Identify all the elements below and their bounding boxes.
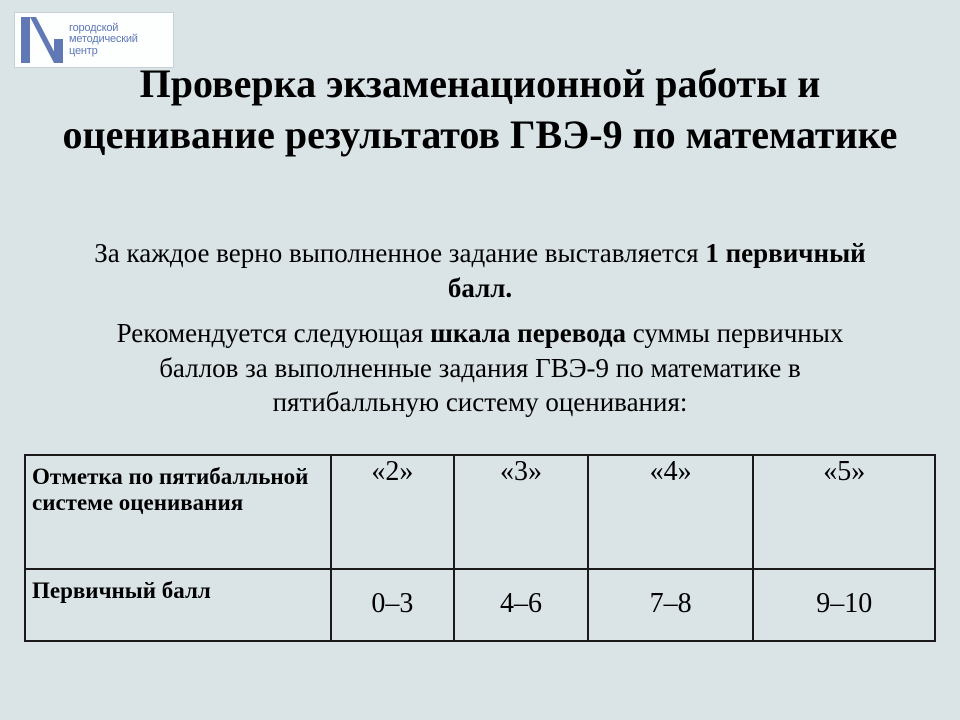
mark-cell-5: «5» xyxy=(753,455,935,569)
row-header-marks-line2: системе оценивания xyxy=(32,490,243,515)
row-header-marks: Отметка по пятибалльной системе оцениван… xyxy=(25,455,331,569)
table-row: Первичный балл 0–3 4–6 7–8 9–10 xyxy=(25,569,935,641)
paragraph-2: Рекомендуется следующая шкала перевода с… xyxy=(0,316,960,420)
score-cell-7-8: 7–8 xyxy=(588,569,754,641)
paragraph-1-prefix: За каждое верно выполненное задание выст… xyxy=(94,238,705,268)
paragraph-1: За каждое верно выполненное задание выст… xyxy=(0,236,960,305)
score-cell-4-6: 4–6 xyxy=(454,569,588,641)
paragraph-2-prefix: Рекомендуется следующая xyxy=(117,318,430,348)
row-header-scores: Первичный балл xyxy=(25,569,331,641)
mark-cell-2: «2» xyxy=(331,455,455,569)
mark-cell-3: «3» xyxy=(454,455,588,569)
logo-text: городской методический центр xyxy=(69,23,138,58)
mark-cell-4: «4» xyxy=(588,455,754,569)
logo-line-3: центр xyxy=(69,46,138,58)
paragraph-2-bold: шкала перевода xyxy=(430,318,626,348)
score-cell-9-10: 9–10 xyxy=(753,569,935,641)
page-title: Проверка экзаменационной работы и оценив… xyxy=(0,58,960,160)
row-header-marks-line1: Отметка по пятибалльной xyxy=(32,464,308,489)
score-table: Отметка по пятибалльной системе оцениван… xyxy=(24,454,936,642)
logo-mu-icon xyxy=(21,17,63,63)
score-cell-0-3: 0–3 xyxy=(331,569,455,641)
table-row: Отметка по пятибалльной системе оцениван… xyxy=(25,455,935,569)
